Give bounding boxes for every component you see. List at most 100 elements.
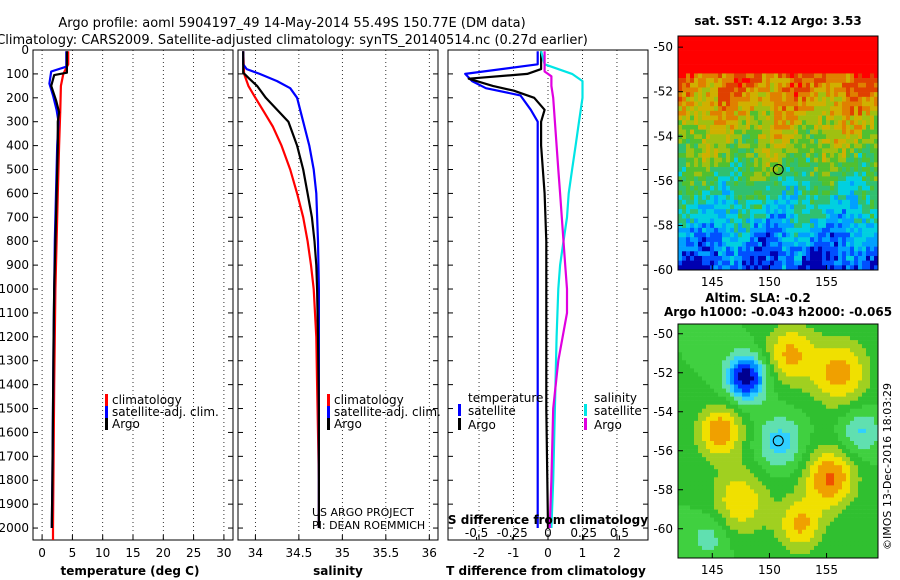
sla-cell [698,408,703,414]
sst-cell [814,134,819,140]
sla-cell [758,489,763,494]
sst-cell [718,59,723,65]
sla-cell [846,432,851,438]
sla-cell [682,473,687,478]
sla-cell [846,485,851,490]
sst-cell [706,157,711,163]
sst-cell [750,120,755,126]
sst-cell [802,171,807,177]
sst-cell [866,246,871,252]
sla-cell [742,489,747,494]
sla-cell [834,344,839,349]
sst-cell [770,167,775,173]
sla-cell [806,497,811,502]
sst-cell [862,106,867,112]
sla-cell [802,428,807,434]
sla-cell [770,384,775,389]
sst-cell [842,82,847,88]
sla-cell [758,372,763,377]
sla-cell [858,489,863,494]
annotation-project: US ARGO PROJECT [312,506,414,519]
sst-cell [778,36,783,41]
sla-cell [786,493,791,498]
sst-cell [814,255,819,261]
sla-cell [686,493,691,498]
sst-cell [754,124,759,130]
sst-cell [754,101,759,107]
sla-cell [750,453,755,458]
sst-cell [762,87,767,93]
sla-cell [822,352,827,357]
sst-cell [774,59,779,65]
sst-cell [714,260,719,266]
sla-cell [702,428,707,434]
sla-cell [746,336,751,341]
sla-cell [794,481,799,486]
sla-cell [754,441,759,446]
sla-cell [842,372,847,377]
sla-cell [854,332,859,337]
sla-cell [730,481,735,486]
sla-cell [790,332,795,337]
sla-cell [806,441,811,446]
sla-cell [754,465,759,470]
sst-cell [714,45,719,51]
sst-cell [750,36,755,41]
sst-cell [810,209,815,215]
sst-cell [754,246,759,252]
sst-cell [726,40,731,46]
sst-cell [810,181,815,187]
sst-cell [734,241,739,247]
sst-cell [782,129,787,135]
sla-cell [730,340,735,345]
sla-cell [782,384,787,389]
sst-cell [854,171,859,177]
sst-cell [754,181,759,187]
sla-cell [858,449,863,454]
sla-cell [854,404,859,410]
sla-cell [678,501,683,506]
sst-cell [814,218,819,224]
sst-cell [814,153,819,158]
sst-cell [734,40,739,46]
sla-cell [862,400,867,405]
sst-cell [830,82,835,88]
sst-cell [834,87,839,93]
sst-cell [686,204,691,210]
sla-cell [718,465,723,470]
sst-cell [734,209,739,215]
sst-cell [710,204,715,210]
sst-cell [686,87,691,93]
sst-cell [762,251,767,257]
sst-cell [822,265,827,271]
sst-cell [678,106,683,112]
sla-cell [714,328,719,333]
sla-cell [834,332,839,337]
sst-cell [854,190,859,196]
sla-cell [866,336,871,341]
sst-cell [694,153,699,158]
sla-cell [754,336,759,341]
sst-cell [826,73,831,79]
sla-cell [786,436,791,442]
sla-cell [838,412,843,418]
sst-cell [750,87,755,93]
sst-cell [694,54,699,60]
sst-cell [790,260,795,266]
sla-cell [730,336,735,341]
sst-cell [702,223,707,229]
sst-cell [802,181,807,187]
sla-cell [870,376,875,381]
sla-cell [758,481,763,486]
sst-cell [842,40,847,46]
sst-cell [698,227,703,233]
sst-cell [830,115,835,121]
sst-cell [774,36,779,41]
sla-cell [846,465,851,470]
sst-cell [842,138,847,144]
sst-cell [726,241,731,247]
sst-cell [858,148,863,154]
sst-cell [842,181,847,187]
sst-cell [790,153,795,158]
sla-cell [710,336,715,341]
